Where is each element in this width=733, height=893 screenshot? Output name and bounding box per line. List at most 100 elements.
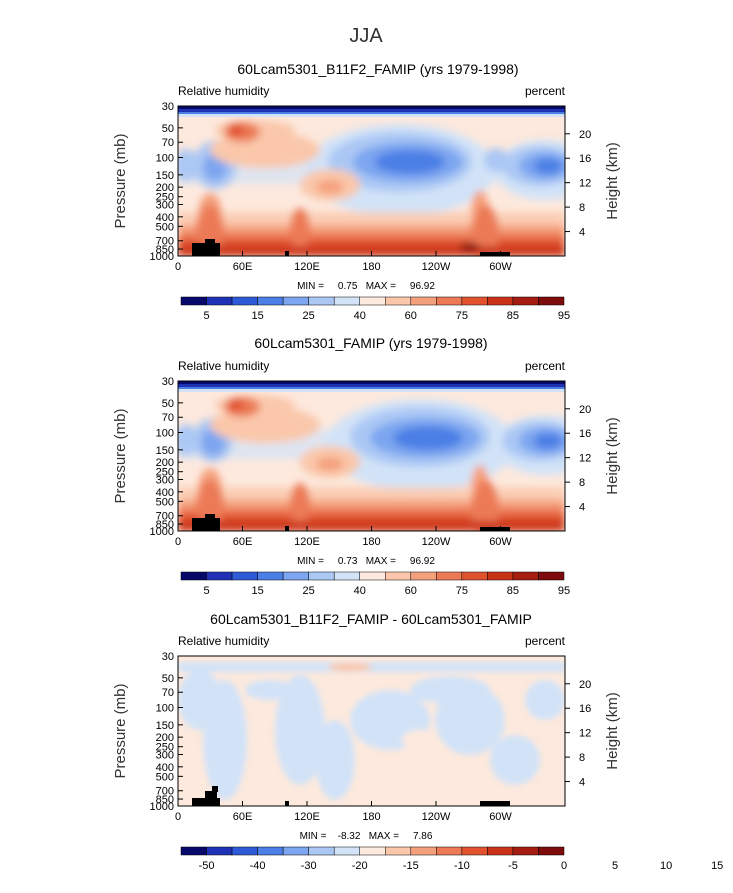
panel-2-colorbar-label: 5 <box>203 585 209 597</box>
panel-2-p-tick-label: 700 <box>156 511 174 523</box>
panel-2-colorbar-swatch <box>538 571 565 581</box>
panel-3-colorbar-swatch <box>385 846 412 856</box>
panel-1-colorbar-swatch <box>257 296 284 306</box>
panel-2-colorbar-label: 60 <box>405 585 417 597</box>
panel-3-colorbar-swatch <box>257 846 284 856</box>
panel-1-colorbar-swatch <box>308 296 335 306</box>
panel-2-x-tick-label: 0 <box>175 536 181 548</box>
panel-1-topography <box>192 243 220 256</box>
panel-3-colorbar-label: -50 <box>199 860 215 872</box>
panel-3-y2-label: Height (km) <box>604 692 621 770</box>
panel-2-p-tick-label: 850 <box>156 519 174 531</box>
panel-1-colorbar-label: 95 <box>558 310 570 322</box>
panel-2-colorbar: 5 15 25 40 60 75 85 95 <box>180 571 570 597</box>
panel-3-height-tick-label: 4 <box>579 777 585 789</box>
panel-1-x-tick-label: 120W <box>422 261 451 273</box>
panel-1-p-tick-label: 500 <box>156 221 174 233</box>
panel-3-colorbar-label: 5 <box>612 860 618 872</box>
panel-1-colorbar-label: 85 <box>507 310 519 322</box>
panel-2-x-tick-label: 60W <box>489 536 512 548</box>
panel-3-colorbar-swatch <box>461 846 488 856</box>
panel-1-colorbar-label: 5 <box>203 310 209 322</box>
panel-2-height-tick-label: 12 <box>579 453 591 465</box>
panel-1-x-tick-label: 60W <box>489 261 512 273</box>
panel-1-p-tick-label: 150 <box>156 170 174 182</box>
panel-2-p-tick-label: 100 <box>156 428 174 440</box>
panel-3-x-tick-label: 60E <box>233 811 253 823</box>
panel-2-p-tick-label: 300 <box>156 474 174 486</box>
panel-2-colorbar-swatch <box>359 571 386 581</box>
panel-1-p-tick-label: 50 <box>162 123 174 135</box>
panel-2-colorbar-swatch <box>257 571 284 581</box>
panel-2-x-tick-label: 120W <box>422 536 451 548</box>
panel-2-p-tick-label: 150 <box>156 445 174 457</box>
panel-1-colorbar-label: 25 <box>303 310 315 322</box>
panel-1-p-tick-label: 100 <box>156 153 174 165</box>
panel-1-height-tick-label: 8 <box>579 202 585 214</box>
panel-3-p-tick-label: 250 <box>156 742 174 754</box>
panel-1-p-tick-label: 400 <box>156 212 174 224</box>
panel-1: 60Lcam5301_B11F2_FAMIP (yrs 1979-1998) R… <box>112 61 621 322</box>
panel-3-p-tick-label: 70 <box>162 687 174 699</box>
panel-3-units-label: percent <box>525 634 566 648</box>
panel-1-colorbar-swatch <box>512 296 539 306</box>
panel-1-x-tick-label: 180 <box>362 261 380 273</box>
panel-3-y-label: Pressure (mb) <box>112 683 129 778</box>
panel-3-p-tick-label: 1000 <box>150 801 174 813</box>
panel-3-colorbar-swatch <box>231 846 258 856</box>
panel-1-colorbar-swatch <box>282 296 309 306</box>
panel-3-colorbar-swatch <box>436 846 463 856</box>
panel-1-stats: MIN = 0.75 MAX = 96.92 <box>297 281 435 292</box>
panel-2-topography <box>192 518 220 531</box>
panel-2-title: 60Lcam5301_FAMIP (yrs 1979-1998) <box>254 335 487 351</box>
panel-3-colorbar-label: 10 <box>660 860 672 872</box>
panel-2-x-tick-label: 120E <box>294 536 320 548</box>
panel-1-plot-area <box>178 106 565 256</box>
panel-1-p-tick-label: 300 <box>156 199 174 211</box>
panel-1-height-tick-label: 4 <box>579 227 585 239</box>
panel-1-colorbar-swatch <box>180 296 207 306</box>
panel-1-x-tick-label: 0 <box>175 261 181 273</box>
panel-2-p-tick-label: 250 <box>156 467 174 479</box>
panel-2-p-tick-label: 400 <box>156 487 174 499</box>
panel-3-p-tick-label: 200 <box>156 732 174 744</box>
panel-2-colorbar-swatch <box>512 571 539 581</box>
panel-3-colorbar-swatch <box>282 846 309 856</box>
panel-2-height-tick-label: 16 <box>579 428 591 440</box>
panel-1-colorbar-swatch <box>461 296 488 306</box>
panel-2-units-label: percent <box>525 359 566 373</box>
panel-2-colorbar-label: 75 <box>456 585 468 597</box>
panel-1-p-tick-label: 1000 <box>150 251 174 263</box>
panel-3-colorbar-label: -40 <box>250 860 266 872</box>
panel-1-p-tick-label: 200 <box>156 182 174 194</box>
panel-3-p-tick-label: 850 <box>156 794 174 806</box>
panel-3-title: 60Lcam5301_B11F2_FAMIP - 60Lcam5301_FAMI… <box>210 611 532 627</box>
panel-2-colorbar-swatch <box>385 571 412 581</box>
panel-3-colorbar-label: -15 <box>403 860 419 872</box>
panel-1-p-tick-label: 70 <box>162 137 174 149</box>
panel-2-colorbar-label: 25 <box>303 585 315 597</box>
panel-1-height-tick-label: 20 <box>579 129 591 141</box>
panel-2-height-tick-label: 4 <box>579 502 585 514</box>
panel-1-height-tick-label: 12 <box>579 178 591 190</box>
panel-3-colorbar-label: 15 <box>711 860 723 872</box>
panel-2-colorbar-label: 85 <box>507 585 519 597</box>
panel-1-p-tick-label: 30 <box>162 101 174 113</box>
panel-3-colorbar-label: -10 <box>454 860 470 872</box>
panel-3-colorbar-swatch <box>512 846 539 856</box>
panel-3-colorbar-swatch <box>359 846 386 856</box>
panel-3-x-tick-label: 60W <box>489 811 512 823</box>
panel-3-x-tick-label: 0 <box>175 811 181 823</box>
panel-2-x-tick-label: 60E <box>233 536 253 548</box>
panel-3-plot-area <box>178 656 565 806</box>
figure-title: JJA <box>349 25 383 47</box>
panel-3-colorbar-swatch <box>487 846 514 856</box>
panel-3-p-tick-label: 400 <box>156 762 174 774</box>
panel-1-p-tick-label: 250 <box>156 192 174 204</box>
panel-3-colorbar-label: -20 <box>352 860 368 872</box>
panel-2-colorbar-swatch <box>308 571 335 581</box>
panel-2-x-tick-label: 180 <box>362 536 380 548</box>
panel-1-colorbar-swatch <box>385 296 412 306</box>
panel-2-colorbar-swatch <box>487 571 514 581</box>
